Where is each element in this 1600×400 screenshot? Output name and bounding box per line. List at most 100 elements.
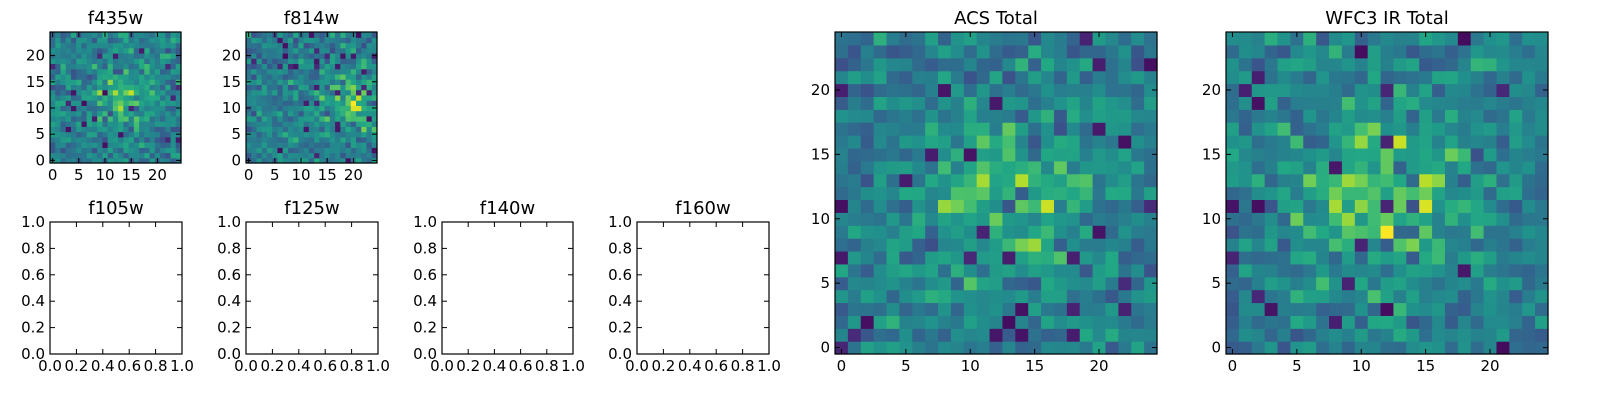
heatmap-cell — [76, 110, 83, 117]
heatmap-cell — [899, 341, 913, 355]
axes-frame — [1225, 31, 1549, 355]
heatmap-cell — [1015, 302, 1029, 316]
heatmap-cell — [277, 100, 284, 106]
heatmap-cell — [1041, 147, 1055, 162]
heatmap-cell — [65, 84, 72, 91]
heatmap-cell — [1354, 263, 1369, 278]
heatmap-cell — [860, 83, 875, 97]
heatmap-cell — [277, 110, 284, 117]
heatmap-cell — [1015, 263, 1029, 278]
heatmap-cell — [76, 63, 83, 70]
heatmap-cell — [1367, 109, 1382, 123]
heatmap-cell — [81, 32, 88, 38]
heatmap-cell — [1316, 199, 1330, 213]
heatmap-cell — [1264, 276, 1279, 291]
heatmap-cell — [1535, 57, 1549, 72]
heatmap-cell — [266, 121, 273, 127]
heatmap-cell — [835, 57, 849, 72]
heatmap-cell — [1028, 135, 1042, 149]
heatmap-cell — [287, 89, 294, 96]
heatmap-cell — [860, 199, 875, 213]
heatmap-cell — [1118, 225, 1132, 239]
heatmap-cell — [860, 122, 875, 136]
heatmap-cell — [81, 79, 88, 85]
heatmap-cell — [1535, 96, 1549, 110]
heatmap-cell — [1329, 289, 1343, 304]
heatmap-cell — [925, 250, 939, 265]
heatmap-cell — [335, 105, 341, 112]
heatmap-cell — [314, 73, 320, 80]
heatmap-cell — [329, 142, 336, 148]
heatmap-cell — [128, 68, 135, 75]
heatmap-cell — [899, 122, 913, 136]
heatmap-cell — [860, 263, 875, 278]
heatmap-cell — [1226, 32, 1240, 46]
x-tick-label: 0 — [48, 166, 58, 184]
heatmap-cell — [1028, 315, 1042, 329]
heatmap-cell — [1316, 83, 1330, 97]
heatmap-cell — [123, 84, 130, 91]
heatmap-cell — [81, 100, 88, 106]
heatmap-cell — [1496, 32, 1510, 46]
heatmap-cell — [1092, 57, 1107, 72]
heatmap-cell — [175, 142, 182, 148]
heatmap-cell — [1367, 70, 1382, 85]
heatmap-cell — [1079, 135, 1094, 149]
heatmap-cell — [1105, 70, 1119, 85]
heatmap-cell — [1406, 276, 1420, 291]
heatmap-cell — [139, 152, 145, 159]
heatmap-cell — [345, 37, 352, 44]
heatmap-cell — [873, 302, 888, 316]
heatmap-cell — [1341, 225, 1356, 239]
heatmap-cell — [1105, 212, 1119, 226]
heatmap-cell — [1419, 276, 1433, 291]
heatmap-cell — [329, 147, 336, 154]
heatmap-cell — [899, 160, 913, 175]
heatmap-cell — [1483, 57, 1498, 72]
heatmap-cell — [335, 68, 341, 75]
x-tick-label: 20 — [344, 166, 363, 184]
heatmap-cell — [1079, 70, 1094, 85]
heatmap-cell — [847, 250, 862, 265]
heatmap-cell — [335, 147, 341, 154]
heatmap-cell — [340, 105, 347, 112]
heatmap-cell — [1238, 199, 1253, 213]
subplot-3: 0.0 0.2 0.4 0.6 0.8 1.00.00.20.40.60.81.0f105… — [21, 198, 194, 375]
heatmap-cell — [963, 122, 978, 136]
heatmap-cell — [1444, 57, 1459, 72]
heatmap-cell — [361, 89, 368, 96]
heatmap-cell — [1118, 302, 1132, 316]
heatmap-cell — [128, 89, 135, 96]
heatmap-cell — [938, 122, 952, 136]
heatmap-cell — [1053, 289, 1068, 304]
heatmap-cell — [112, 63, 119, 70]
heatmap-cell — [165, 63, 172, 70]
heatmap-cell — [1041, 212, 1055, 226]
heatmap-cell — [144, 110, 151, 117]
heatmap-cell — [329, 37, 336, 44]
heatmap-cell — [1341, 173, 1356, 188]
heatmap-cell — [123, 94, 130, 101]
heatmap-cell — [963, 83, 978, 97]
subplot-title: f435w — [88, 8, 143, 29]
heatmap-cell — [1483, 147, 1498, 162]
heatmap-cell — [139, 79, 145, 85]
heatmap-cell — [1041, 96, 1055, 110]
heatmap-cell — [366, 131, 373, 138]
heatmap-cell — [1316, 315, 1330, 329]
heatmap-cell — [976, 186, 991, 201]
heatmap-cell — [65, 63, 72, 70]
heatmap-cell — [371, 142, 378, 148]
heatmap-cell — [1066, 276, 1081, 291]
x-tick-label: 10 — [1352, 357, 1371, 375]
heatmap-cell — [60, 100, 67, 106]
heatmap-cell — [1341, 238, 1356, 252]
heatmap-cell — [873, 263, 888, 278]
heatmap-cell — [266, 152, 273, 159]
heatmap-cell — [1354, 57, 1369, 72]
heatmap-cell — [345, 131, 352, 138]
heatmap-cell — [91, 147, 98, 154]
heatmap-cell — [989, 96, 1004, 110]
y-tick-label: 10 — [811, 210, 830, 228]
heatmap-cell — [1470, 212, 1485, 226]
